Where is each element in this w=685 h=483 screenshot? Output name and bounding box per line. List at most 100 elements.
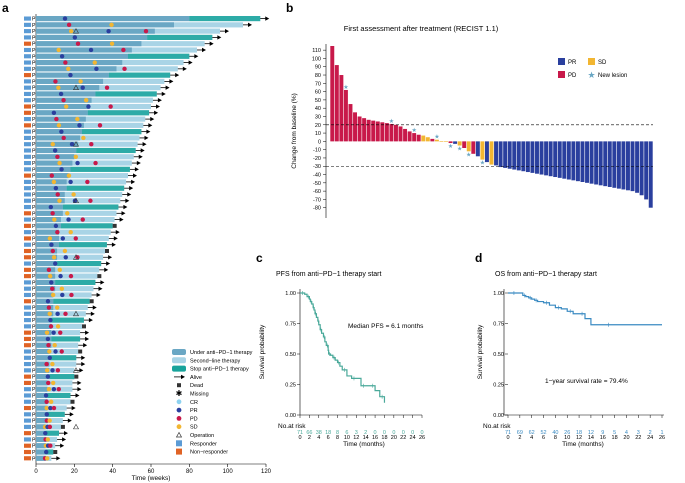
waterfall-bar bbox=[644, 141, 649, 200]
response-square bbox=[24, 424, 31, 429]
second-line-bar bbox=[36, 210, 117, 216]
alive-arrow-head bbox=[157, 98, 162, 103]
response-square bbox=[24, 173, 31, 178]
assessment-marker bbox=[88, 198, 93, 203]
patient-label: P1 bbox=[32, 456, 38, 462]
waterfall-bar bbox=[366, 119, 371, 142]
response-square bbox=[24, 154, 31, 159]
under-therapy-bar bbox=[36, 367, 50, 373]
under-therapy-bar bbox=[36, 248, 58, 254]
km-x-tick-label: 0 bbox=[298, 435, 301, 441]
waterfall-y-tick-label: 80 bbox=[315, 73, 321, 79]
assessment-marker bbox=[48, 405, 53, 411]
alive-arrow-head bbox=[148, 123, 153, 128]
response-square bbox=[24, 160, 31, 166]
assessment-marker bbox=[55, 192, 60, 197]
stop-therapy-bar bbox=[51, 317, 84, 323]
pfs-x-axis-label: Time (months) bbox=[343, 441, 385, 448]
alive-arrow-head bbox=[67, 418, 72, 423]
assessment-marker bbox=[55, 154, 60, 159]
alive-arrow-head bbox=[156, 104, 160, 109]
stop-therapy-bar bbox=[49, 355, 77, 361]
under-therapy-bar bbox=[36, 166, 71, 172]
alive-arrow-head bbox=[131, 179, 136, 185]
response-square bbox=[24, 211, 31, 216]
response-square bbox=[24, 47, 31, 53]
assessment-marker bbox=[94, 66, 99, 72]
under-therapy-bar bbox=[36, 311, 54, 317]
assessment-marker bbox=[50, 211, 55, 216]
alive-arrow-head bbox=[165, 85, 170, 90]
legend-label: CR bbox=[190, 400, 198, 406]
km-x-tick-label: 24 bbox=[647, 435, 653, 441]
second-line-bar bbox=[36, 191, 123, 198]
response-square bbox=[24, 355, 31, 360]
assessment-marker bbox=[66, 217, 71, 222]
response-square bbox=[24, 91, 31, 97]
km-risk-count: 6 bbox=[345, 430, 348, 436]
km-risk-count: 2 bbox=[364, 430, 367, 436]
dead-marker bbox=[53, 450, 58, 455]
legend-label: Alive bbox=[190, 375, 202, 381]
km-x-tick-label: 10 bbox=[344, 435, 350, 441]
alive-arrow-head bbox=[202, 47, 206, 53]
waterfall-bar bbox=[348, 104, 353, 142]
waterfall-legend-swatch bbox=[558, 71, 565, 78]
new-lesion-star: ★ bbox=[411, 127, 416, 134]
under-therapy-bar bbox=[36, 141, 79, 147]
new-lesion-star: ★ bbox=[343, 84, 348, 91]
assessment-marker bbox=[68, 273, 74, 279]
waterfall-bar bbox=[330, 46, 335, 142]
waterfall-bar bbox=[421, 135, 426, 142]
under-therapy-bar bbox=[36, 392, 48, 399]
km-risk-count: 38 bbox=[316, 430, 322, 436]
dead-marker bbox=[70, 399, 75, 404]
assessment-marker bbox=[66, 22, 72, 28]
response-square bbox=[24, 374, 31, 379]
alive-arrow-head bbox=[115, 229, 120, 235]
under-therapy-bar bbox=[36, 110, 88, 116]
assessment-marker bbox=[75, 41, 81, 46]
waterfall-bar bbox=[416, 134, 421, 142]
alive-arrow-head bbox=[85, 330, 90, 335]
alive-arrow-head bbox=[123, 204, 128, 210]
km-risk-count: 26 bbox=[564, 430, 570, 436]
waterfall-bar bbox=[626, 141, 630, 191]
response-square bbox=[24, 399, 31, 404]
response-square bbox=[24, 305, 31, 310]
response-square bbox=[24, 318, 31, 323]
assessment-marker bbox=[78, 79, 83, 84]
alive-arrow-head bbox=[77, 380, 82, 386]
assessment-marker bbox=[85, 179, 90, 185]
km-x-tick-label: 10 bbox=[564, 435, 570, 441]
response-square bbox=[24, 368, 31, 373]
waterfall-bar bbox=[639, 141, 644, 196]
legend-label: Non−responder bbox=[190, 450, 228, 456]
waterfall-bar bbox=[434, 139, 439, 142]
waterfall-y-tick-label: 0 bbox=[318, 139, 321, 145]
assessment-marker bbox=[61, 98, 66, 103]
waterfall-bar bbox=[589, 141, 594, 184]
assessment-marker bbox=[50, 361, 55, 367]
assessment-marker bbox=[53, 261, 58, 266]
assessment-marker bbox=[80, 217, 85, 222]
under-therapy-bar bbox=[36, 355, 50, 361]
km-risk-count: 12 bbox=[588, 430, 594, 436]
under-therapy-bar bbox=[36, 374, 50, 380]
response-square bbox=[24, 217, 31, 222]
km-risk-count: 69 bbox=[517, 430, 523, 436]
alive-arrow-head bbox=[133, 173, 137, 178]
response-square bbox=[24, 135, 31, 141]
os-km-plot: OS from anti−PD−1 therapy start Survival… bbox=[477, 271, 665, 448]
km-x-tick-label: 14 bbox=[363, 435, 369, 441]
alive-arrow-head bbox=[161, 91, 166, 97]
assessment-marker bbox=[58, 330, 63, 335]
assessment-marker bbox=[59, 167, 64, 172]
under-therapy-bar bbox=[36, 185, 67, 191]
waterfall-y-tick-label: -20 bbox=[313, 156, 321, 162]
dead-marker bbox=[97, 274, 102, 279]
operation-marker bbox=[72, 28, 80, 34]
assessment-marker bbox=[55, 324, 61, 329]
operation-marker bbox=[72, 423, 80, 430]
alive-arrow-head bbox=[265, 16, 270, 21]
